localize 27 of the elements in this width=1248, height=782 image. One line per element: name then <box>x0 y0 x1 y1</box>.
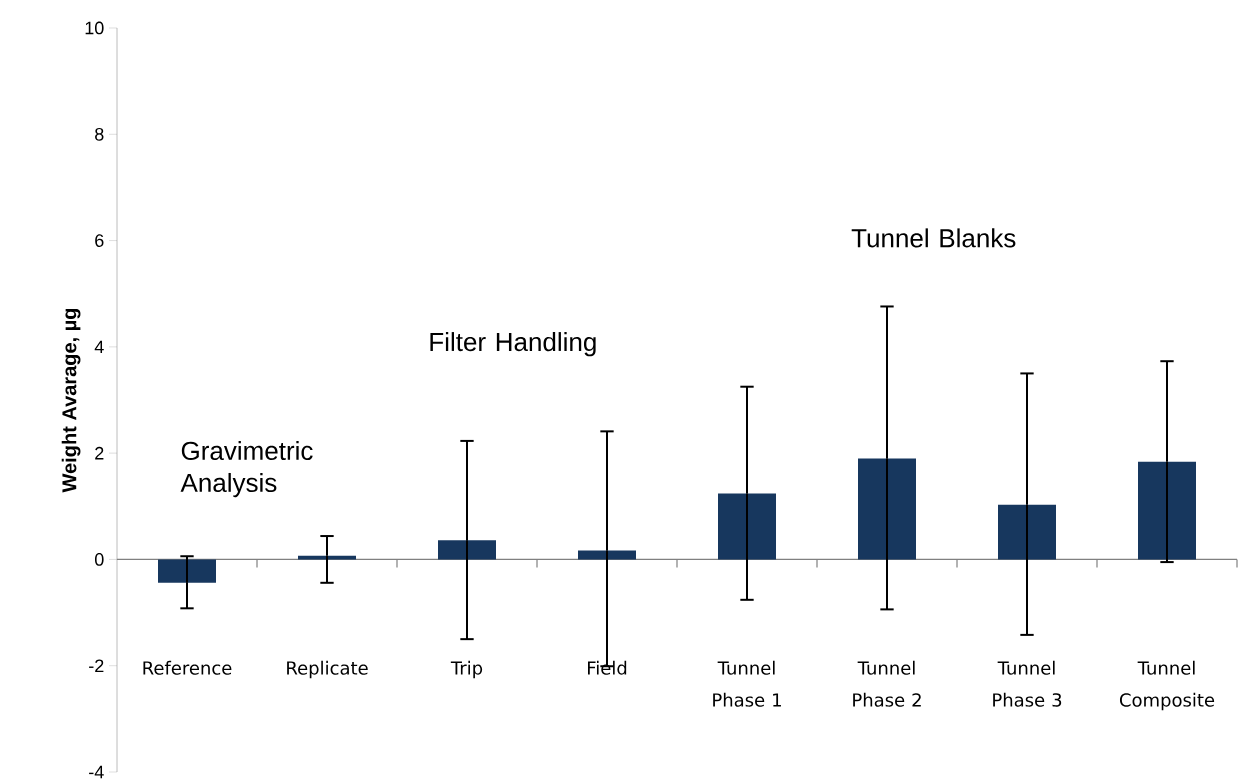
annotation: Tunnel Blanks <box>851 228 1016 248</box>
y-tick-label: -2 <box>89 659 104 672</box>
annotation: Gravimetric Analysis <box>180 440 313 498</box>
y-tick-label: -4 <box>89 765 104 779</box>
y-tick-label: 6 <box>95 234 104 247</box>
x-tick-label: Field <box>588 660 627 675</box>
y-tick-label: 10 <box>85 21 104 35</box>
bar <box>1138 461 1196 560</box>
bar <box>158 559 216 583</box>
bar <box>718 493 777 560</box>
y-tick-label: 4 <box>94 340 104 354</box>
x-tick-label: Replicate <box>287 660 368 679</box>
x-tick-label: Tunnel Phase 3 <box>993 660 1062 707</box>
x-tick-label: Tunnel Phase 1 <box>713 660 781 707</box>
bar <box>578 550 636 560</box>
y-tick-label: 8 <box>95 127 104 141</box>
bar <box>438 540 496 560</box>
y-axis-title: Weight Avarage, µg <box>61 308 81 493</box>
y-tick-label: 2 <box>95 446 104 460</box>
x-tick-label: Tunnel Composite <box>1119 660 1215 711</box>
bar <box>858 458 916 560</box>
y-tick-label: 0 <box>94 553 104 566</box>
annotation: Filter Handling <box>430 332 596 357</box>
bar <box>998 504 1056 560</box>
x-tick-label: Reference <box>143 660 232 675</box>
x-tick-label: Trip <box>450 660 483 679</box>
x-tick-label: Tunnel Phase 2 <box>853 660 921 707</box>
